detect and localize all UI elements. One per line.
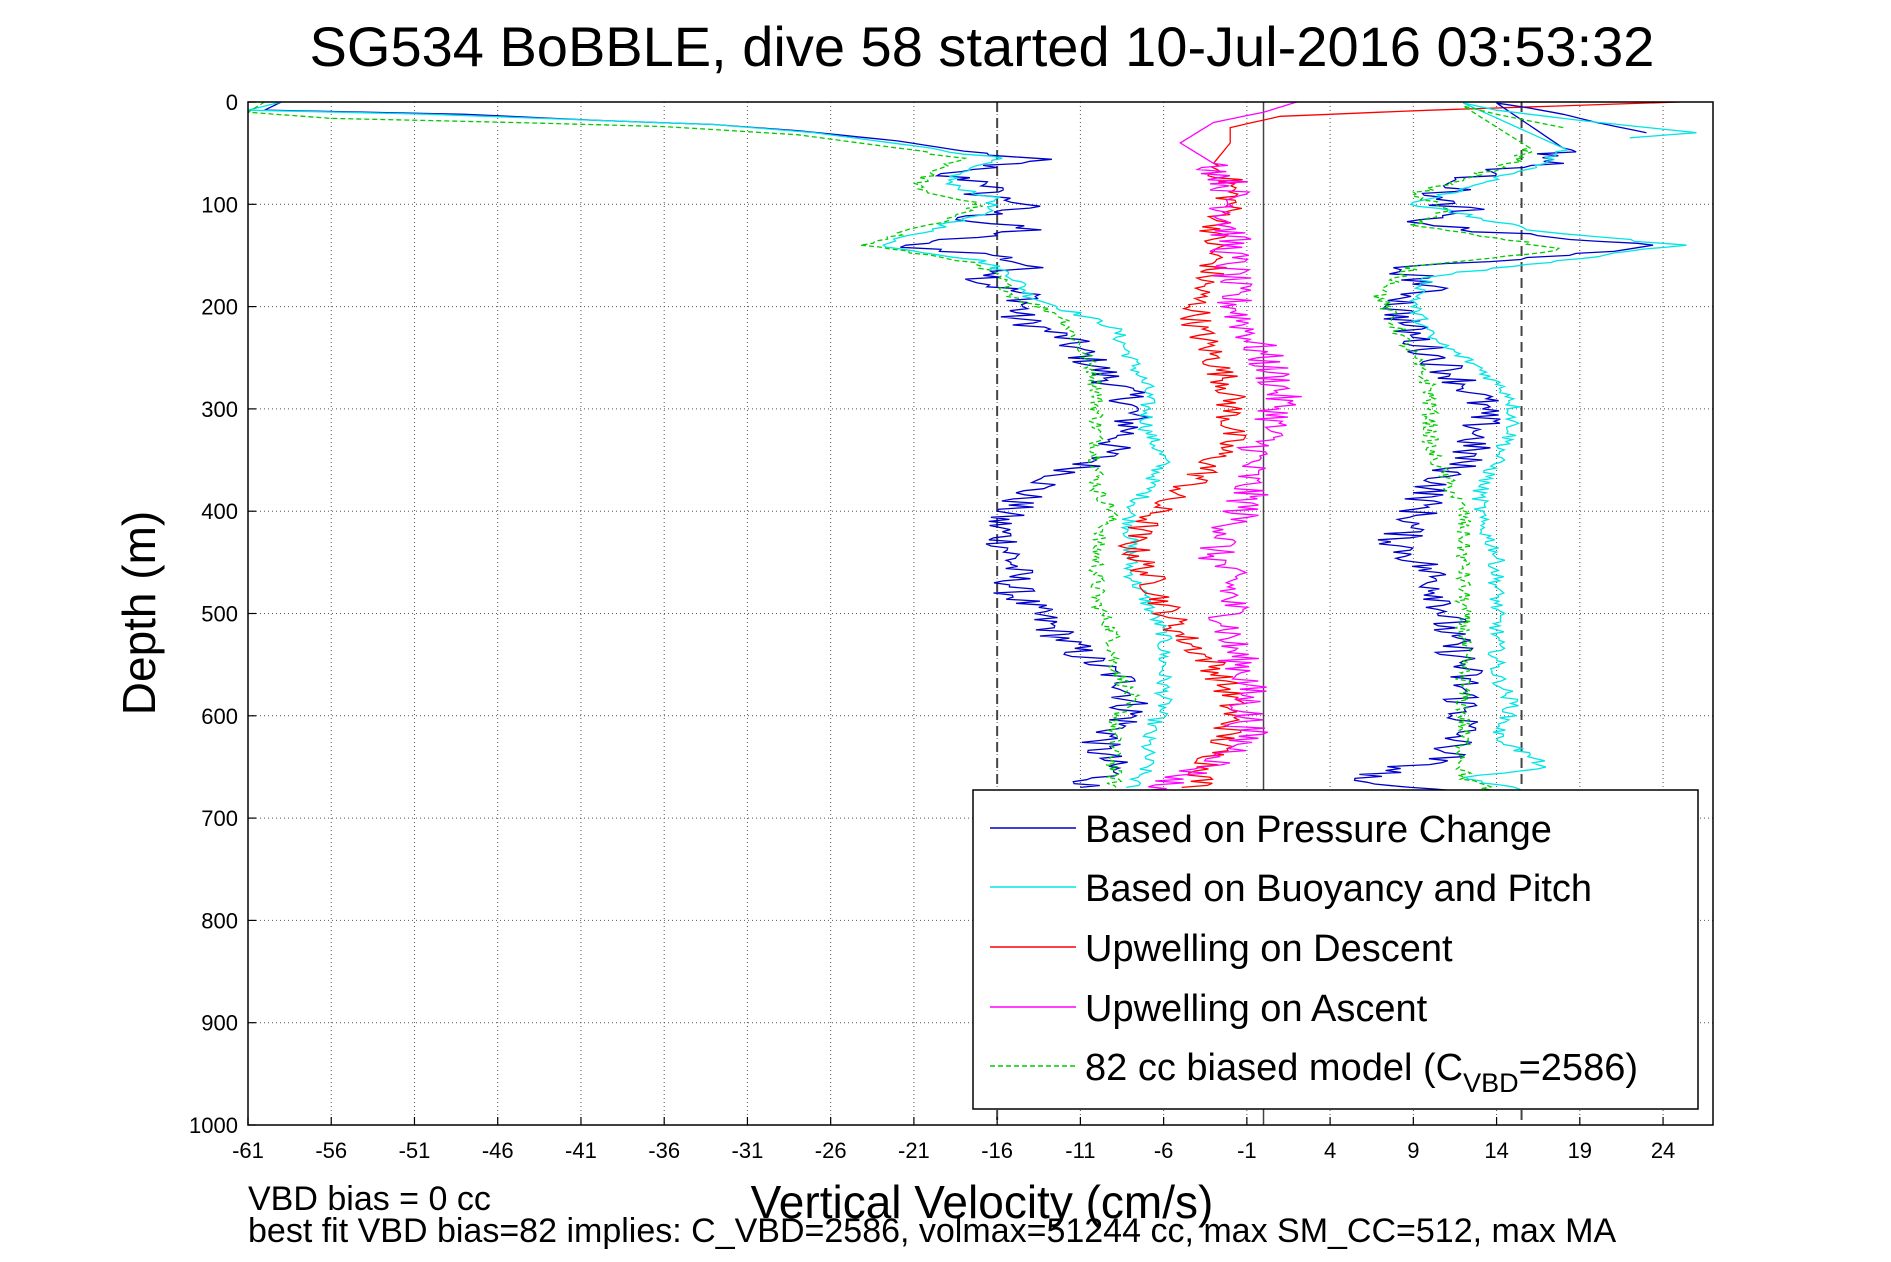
x-tick-label: -16	[981, 1138, 1013, 1163]
series-line-model_ascent	[1372, 105, 1564, 794]
y-tick-label: 600	[201, 704, 238, 729]
x-tick-label: -26	[815, 1138, 847, 1163]
y-tick-label: 700	[201, 806, 238, 831]
x-tick-label: 9	[1407, 1138, 1419, 1163]
x-tick-label: -36	[648, 1138, 680, 1163]
x-axis-label: Vertical Velocity (cm/s)	[751, 1176, 1214, 1228]
legend-box	[972, 789, 1699, 1110]
x-tick-label: -46	[482, 1138, 514, 1163]
series-line-bp_ascent	[1409, 102, 1697, 794]
y-tick-label: 0	[226, 90, 238, 115]
legend-label-suffix: =2586)	[1519, 1047, 1638, 1089]
legend-label: Based on Buoyancy and Pitch	[1085, 868, 1592, 910]
y-tick-label: 900	[201, 1011, 238, 1036]
legend-label-prefix: 82 cc biased model (C	[1085, 1047, 1463, 1089]
x-tick-label: 19	[1568, 1138, 1592, 1163]
x-tick-label: 4	[1324, 1138, 1336, 1163]
y-tick-label: 400	[201, 499, 238, 524]
x-ticks: -61 -56 -51 -46 -41 -36 -31 -26 -21 -16 -11 -6 -1 4 9 1…	[232, 1117, 1675, 1163]
series-line-pc_ascent	[1353, 102, 1654, 794]
fit-note: best fit VBD bias=82 implies: C_VBD=2586…	[248, 1212, 1617, 1250]
x-tick-label: -1	[1237, 1138, 1257, 1163]
series-line-up_descent	[1116, 102, 1680, 789]
x-tick-label: -31	[732, 1138, 764, 1163]
x-tick-label: -11	[1065, 1138, 1095, 1163]
x-tick-label: -51	[399, 1138, 431, 1163]
series-line-model_descent	[248, 102, 1141, 788]
legend-label: Upwelling on Descent	[1085, 928, 1453, 970]
x-tick-label: -56	[315, 1138, 347, 1163]
bias-note: VBD bias = 0 cc	[248, 1180, 491, 1218]
y-tick-label: 800	[201, 908, 238, 933]
x-tick-label: -21	[898, 1138, 930, 1163]
chart-title: SG534 BoBBLE, dive 58 started 10-Jul-201…	[310, 15, 1655, 78]
y-tick-label: 1000	[189, 1113, 238, 1138]
legend-label-subscript: VBD	[1463, 1068, 1519, 1098]
y-tick-label: 100	[201, 192, 238, 217]
x-tick-label: 14	[1484, 1138, 1508, 1163]
y-tick-label: 200	[201, 295, 238, 320]
x-tick-label: -41	[565, 1138, 597, 1163]
legend-label: Based on Pressure Change	[1085, 809, 1552, 851]
series-line-pc_descent	[264, 102, 1149, 789]
x-tick-label: 24	[1651, 1138, 1675, 1163]
legend: Based on Pressure Change Based on Buoyanc…	[972, 789, 1699, 1110]
series-line-up_ascent	[1127, 102, 1302, 794]
x-tick-label: -6	[1154, 1138, 1174, 1163]
y-tick-label: 300	[201, 397, 238, 422]
y-tick-label: 500	[201, 602, 238, 627]
series-layer	[248, 102, 1697, 794]
legend-label: Upwelling on Ascent	[1085, 988, 1428, 1030]
series-line-bp_descent	[248, 102, 1173, 789]
x-tick-label: -61	[232, 1138, 264, 1163]
legend-label: 82 cc biased model (CVBD=2586)	[1085, 1047, 1638, 1098]
y-ticks: 0 100 200 300 400 500 600 700 800 900 1000	[189, 90, 256, 1138]
y-axis-label: Depth (m)	[113, 511, 165, 715]
